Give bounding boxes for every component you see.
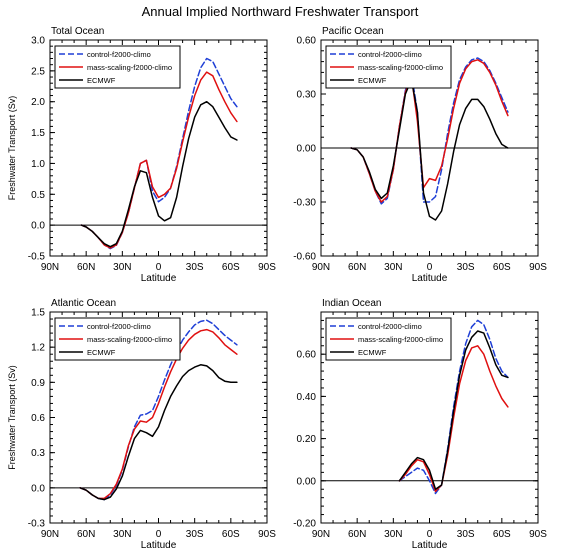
x-axis-label: Latitude (141, 540, 177, 551)
y-tick-label: 0.00 (297, 476, 317, 487)
figure-title: Annual Implied Northward Freshwater Tran… (142, 4, 419, 19)
y-tick-label: -0.60 (293, 252, 316, 263)
y-tick-label: 0.3 (31, 448, 45, 459)
x-tick-label: 0 (427, 529, 433, 540)
y-tick-label: -0.20 (293, 519, 316, 530)
y-tick-label: 1.5 (31, 308, 45, 319)
x-axis-label: Latitude (412, 273, 448, 284)
x-tick-label: 30S (186, 529, 204, 540)
legend-label: ECMWF (358, 348, 387, 357)
x-tick-label: 30S (186, 262, 204, 273)
x-tick-label: 90S (258, 262, 276, 273)
legend-label: mass-scaling-f2000-climo (358, 335, 443, 344)
x-tick-label: 60N (348, 262, 366, 273)
panel-title: Atlantic Ocean (51, 298, 116, 309)
y-tick-label: 2.0 (31, 97, 45, 108)
x-axis-label: Latitude (141, 273, 177, 284)
x-tick-label: 0 (156, 262, 162, 273)
y-tick-label: 0.60 (297, 36, 317, 47)
y-tick-label: 0.9 (31, 378, 45, 389)
y-tick-label: 0.30 (297, 90, 317, 101)
series-line-1 (350, 59, 509, 203)
y-axis-label: Freshwater Transport (Sv) (7, 365, 17, 470)
panel-title: Total Ocean (51, 26, 104, 37)
series-line-1 (79, 328, 238, 500)
x-tick-label: 30N (384, 262, 402, 273)
x-tick-label: 90N (41, 262, 59, 273)
x-tick-label: 90S (529, 262, 547, 273)
x-tick-label: 90N (312, 529, 330, 540)
y-tick-label: 2.5 (31, 66, 45, 77)
series-line-2 (350, 78, 509, 221)
y-tick-label: 0.6 (31, 413, 45, 424)
x-axis-label: Latitude (412, 540, 448, 551)
y-tick-label: 0.00 (297, 144, 317, 155)
legend-label: control-f2000-climo (358, 322, 422, 331)
legend-label: mass-scaling-f2000-climo (358, 63, 443, 72)
y-tick-label: 0.5 (31, 190, 45, 201)
legend-label: ECMWF (87, 76, 116, 85)
y-tick-label: 3.0 (31, 36, 45, 47)
series-line-1 (398, 345, 509, 493)
x-tick-label: 60S (493, 262, 511, 273)
x-tick-label: 90N (41, 529, 59, 540)
x-tick-label: 60S (493, 529, 511, 540)
x-tick-label: 0 (427, 262, 433, 273)
legend-label: control-f2000-climo (87, 50, 151, 59)
x-tick-label: 30N (113, 262, 131, 273)
legend-label: control-f2000-climo (358, 50, 422, 59)
legend-label: control-f2000-climo (87, 322, 151, 331)
y-tick-label: 0.0 (31, 221, 45, 232)
x-tick-label: 30S (457, 262, 475, 273)
series-line-2 (80, 100, 238, 248)
x-tick-label: 30S (457, 529, 475, 540)
x-tick-label: 60S (222, 529, 240, 540)
panel-title: Indian Ocean (322, 298, 382, 309)
y-tick-label: 0.0 (31, 483, 45, 494)
y-tick-label: 0.40 (297, 392, 317, 403)
x-tick-label: 30N (384, 529, 402, 540)
x-tick-label: 90N (312, 262, 330, 273)
x-tick-label: 90S (258, 529, 276, 540)
x-tick-label: 0 (156, 529, 162, 540)
y-tick-label: 1.5 (31, 128, 45, 139)
y-tick-label: 0.60 (297, 350, 317, 361)
legend-label: ECMWF (87, 348, 116, 357)
panel-title: Pacific Ocean (322, 26, 384, 37)
y-axis-label: Freshwater Transport (Sv) (7, 96, 17, 201)
x-tick-label: 60N (348, 529, 366, 540)
x-tick-label: 60S (222, 262, 240, 273)
legend-label: ECMWF (358, 76, 387, 85)
y-tick-label: -0.30 (293, 198, 316, 209)
series-line-2 (398, 330, 509, 490)
x-tick-label: 90S (529, 529, 547, 540)
x-tick-label: 60N (77, 262, 95, 273)
legend-label: mass-scaling-f2000-climo (87, 63, 172, 72)
y-tick-label: 1.2 (31, 343, 45, 354)
x-tick-label: 60N (77, 529, 95, 540)
y-tick-label: -0.5 (28, 252, 46, 263)
series-line-1 (80, 71, 238, 249)
y-tick-label: 0.20 (297, 434, 317, 445)
series-line-2 (79, 364, 238, 501)
x-tick-label: 30N (113, 529, 131, 540)
y-tick-label: 1.0 (31, 159, 45, 170)
y-tick-label: -0.3 (28, 519, 46, 530)
legend-label: mass-scaling-f2000-climo (87, 335, 172, 344)
